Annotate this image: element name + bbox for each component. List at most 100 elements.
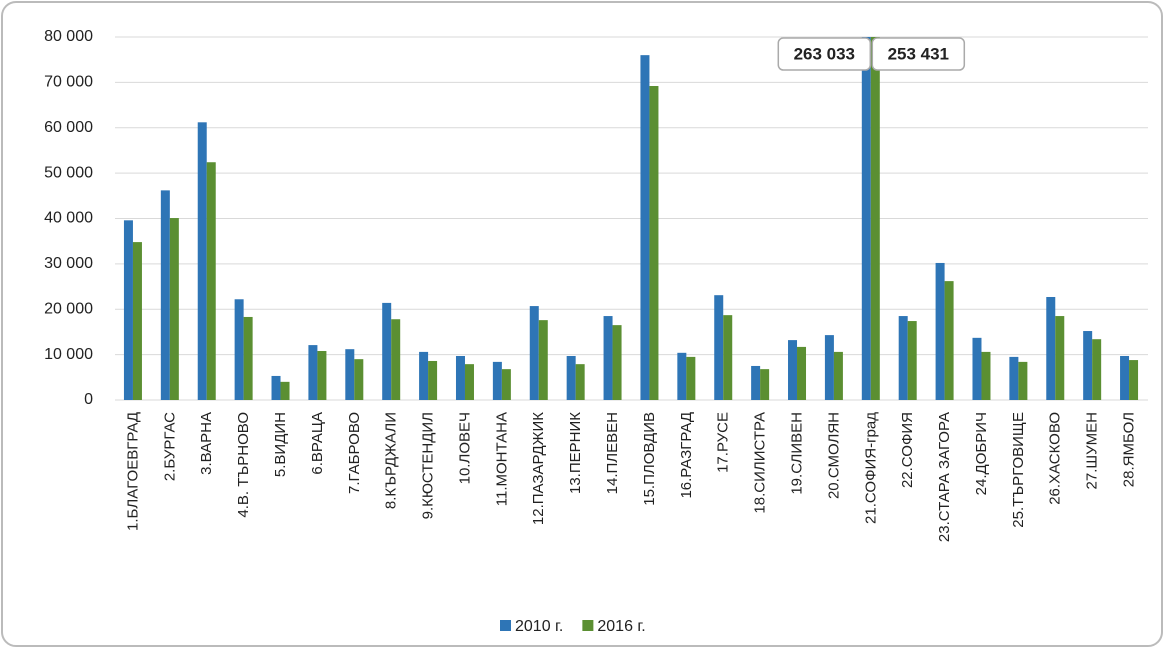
bar: [492, 361, 502, 400]
y-tick-label: 70 000: [44, 74, 93, 91]
bar: [419, 351, 429, 400]
bar: [714, 295, 724, 400]
bar: [538, 320, 548, 400]
x-tick-label: 15.ПЛОВДИВ: [641, 412, 658, 506]
y-tick-label: 0: [84, 391, 93, 408]
bar: [464, 364, 474, 400]
bar: [861, 37, 871, 400]
y-tick-label: 60 000: [44, 119, 93, 136]
x-tick-label: 28.ЯМБОЛ: [1121, 412, 1138, 487]
bar: [1083, 331, 1093, 400]
bar: [981, 351, 991, 400]
bar: [907, 321, 917, 400]
value-label-box: [777, 37, 872, 71]
bar: [686, 356, 696, 400]
x-tick-label: 17.РУСЕ: [715, 412, 732, 473]
x-tick-label: 22.СОФИЯ: [899, 412, 916, 488]
x-tick-label: 11.МОНТАНА: [493, 412, 510, 506]
bar: [428, 360, 438, 400]
bar: [870, 37, 880, 400]
x-tick-label: 3.ВАРНА: [198, 412, 215, 475]
x-tick-label: 6.ВРАЦА: [309, 412, 326, 475]
y-tick-label: 40 000: [44, 210, 93, 227]
bar: [391, 319, 401, 400]
x-tick-label: 7.ГАБРОВО: [346, 412, 363, 494]
bar: [760, 369, 770, 400]
bar: [160, 190, 170, 400]
bar: [1055, 316, 1065, 400]
bar: [382, 302, 392, 400]
bar: [824, 335, 834, 400]
x-tick-label: 26.ХАСКОВО: [1047, 412, 1064, 505]
bar: [575, 364, 585, 400]
x-tick-label: 4.В. ТЪРНОВО: [235, 412, 252, 518]
x-tick-label: 2.БУРГАС: [161, 412, 178, 481]
bar: [566, 355, 576, 400]
x-tick-label: 25.ТЪРГОВИЩЕ: [1010, 412, 1027, 528]
bar: [603, 316, 613, 400]
bar: [972, 337, 982, 400]
bar: [354, 359, 364, 400]
x-tick-label: 27.ШУМЕН: [1084, 412, 1101, 489]
bar: [455, 355, 465, 400]
value-label: 253 431: [888, 44, 949, 63]
value-label: 263 033: [794, 44, 855, 63]
bar: [898, 316, 908, 400]
bar: [345, 349, 355, 400]
bar: [206, 162, 216, 400]
y-tick-label: 30 000: [44, 255, 93, 272]
bar: [944, 281, 954, 400]
x-tick-label: 16.РАЗГРАД: [678, 412, 695, 499]
x-tick-label: 12.ПАЗАРДЖИК: [530, 412, 547, 525]
bar: [271, 375, 281, 400]
x-tick-label: 14.ПЛЕВЕН: [604, 412, 621, 494]
bar: [677, 352, 687, 400]
bar: [529, 306, 539, 400]
bar: [280, 381, 290, 400]
y-tick-label: 10 000: [44, 346, 93, 363]
bar: [612, 325, 622, 400]
bar: [751, 365, 761, 400]
y-tick-label: 20 000: [44, 300, 93, 317]
x-tick-label: 19.СЛИВЕН: [788, 412, 805, 495]
legend-label: 2010 г.: [515, 618, 563, 635]
bar: [1092, 339, 1102, 400]
y-tick-label: 50 000: [44, 164, 93, 181]
x-tick-label: 5.ВИДИН: [272, 412, 289, 477]
x-tick-label: 9.КЮСТЕНДИЛ: [420, 412, 437, 519]
bar: [833, 351, 843, 400]
y-tick-label: 80 000: [44, 28, 93, 45]
x-tick-label: 13.ПЕРНИК: [567, 412, 584, 494]
x-tick-label: 24.ДОБРИЧ: [973, 412, 990, 495]
bar: [1018, 361, 1028, 400]
x-tick-label: 20.СМОЛЯН: [825, 412, 842, 499]
bar: [123, 220, 133, 400]
bar: [501, 369, 511, 400]
bar: [640, 55, 650, 400]
bar: [1046, 296, 1056, 400]
bar: [132, 242, 142, 400]
legend-label: 2016 г.: [597, 618, 645, 635]
bar: [169, 218, 179, 400]
bar: [317, 350, 327, 400]
bar: [1129, 360, 1139, 400]
bar: [797, 346, 807, 400]
x-tick-label: 8.КЪРДЖАЛИ: [383, 412, 400, 509]
bar: [1120, 355, 1130, 400]
bar: [1009, 356, 1019, 400]
legend-swatch: [582, 620, 594, 631]
x-tick-label: 1.БЛАГОЕВГРАД: [124, 412, 141, 531]
bar: [234, 299, 244, 400]
legend-swatch: [500, 620, 511, 631]
bar: [649, 86, 659, 400]
bar: [935, 262, 945, 400]
bar: [788, 340, 798, 400]
x-tick-label: 18.СИЛИСТРА: [752, 412, 769, 514]
x-tick-label: 10.ЛОВЕЧ: [456, 412, 473, 484]
bar: [197, 122, 207, 400]
bar: [723, 315, 733, 400]
x-tick-label: 23.СТАРА ЗАГОРА: [936, 412, 953, 542]
x-tick-label: 21.СОФИЯ-град: [862, 412, 879, 524]
value-label-box: [871, 37, 966, 71]
bar: [243, 316, 253, 400]
